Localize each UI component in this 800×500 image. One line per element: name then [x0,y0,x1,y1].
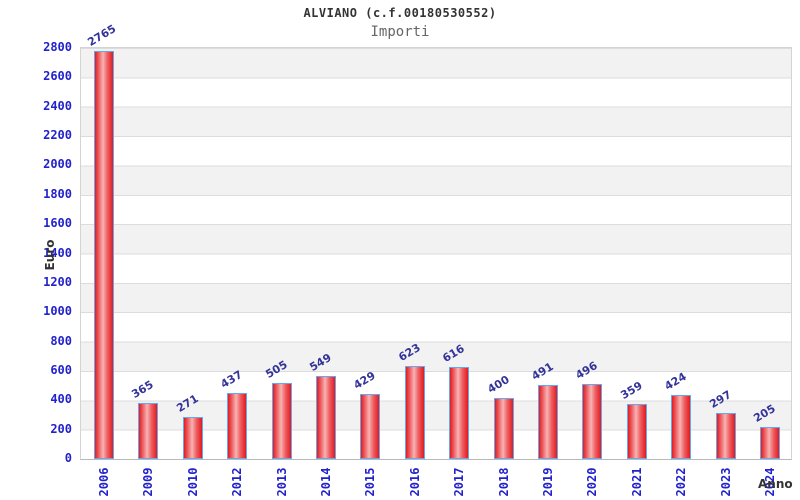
bar-value-label: 429 [351,369,378,392]
bar-2024 [760,427,780,459]
bar-2021 [627,404,647,459]
y-tick-label: 200 [50,421,72,436]
y-tick-label: 800 [50,333,72,348]
bar-value-label: 424 [662,370,689,393]
bar-2015 [360,394,380,459]
y-tick-label: 2400 [43,98,72,113]
x-tick-label: 2017 [452,467,466,497]
bar-2010 [183,417,203,459]
y-tick-label: 1400 [43,245,72,260]
bar-2016 [405,366,425,459]
bar-value-label: 271 [174,392,201,415]
y-tick-label: 2600 [43,69,72,84]
bar-2023 [716,413,736,459]
x-tick-label: 2006 [97,467,111,497]
bar-value-label: 616 [440,342,467,365]
bar-2014 [316,376,336,459]
y-tick-label: 1800 [43,186,72,201]
bar-value-label: 205 [751,402,778,425]
x-tick-label: 2022 [674,467,688,497]
y-tick-label: 2200 [43,128,72,143]
plot-area: 2765 2006 365 2009 271 2010 437 2012 505 2013 549 2… [80,22,792,496]
bar-value-label: 359 [618,379,645,402]
chart-title: ALVIANO (c.f.00180530552) [303,6,497,20]
x-tick-label: 2019 [541,467,555,497]
x-tick-label: 2010 [186,467,200,497]
bar-value-label: 491 [529,360,556,383]
bar-2017 [449,367,469,459]
x-tick-label: 2015 [363,467,377,497]
bar-value-label: 496 [573,359,600,382]
y-tick-label: 1600 [43,216,72,231]
bar-2018 [494,398,514,459]
x-tick-label: 2018 [497,467,511,497]
x-axis-title: Anno [758,477,793,491]
x-tick-label: 2021 [630,467,644,497]
y-tick-label: 600 [50,362,72,377]
x-tick-label: 2012 [230,467,244,497]
x-tick-label: 2009 [141,467,155,497]
bar-value-label: 437 [218,368,245,391]
x-tick-label: 2013 [275,467,289,497]
bar-value-label: 365 [129,378,156,401]
bar-2006 [94,51,114,459]
x-tick-label: 2014 [319,467,333,497]
bar-2012 [227,393,247,459]
bar-2022 [671,395,691,459]
bar-value-label: 297 [707,388,734,411]
bar-2009 [138,403,158,459]
bar-2013 [272,383,292,459]
y-tick-label: 0 [64,451,72,465]
bar-value-label: 400 [485,373,512,396]
bar-2020 [582,384,602,459]
y-tick-label: 1200 [43,274,72,289]
bar-value-label: 549 [307,351,334,374]
x-tick-label: 2016 [408,467,422,497]
x-tick-label: 2020 [585,467,599,497]
chart-subtitle: Importi [370,24,430,40]
y-axis-title: Euro [43,239,57,271]
bar-value-label: 623 [396,341,423,364]
bar-value-label: 505 [263,358,290,381]
y-tick-label: 2800 [43,40,72,54]
y-tick-label: 2000 [43,157,72,172]
x-tick-label: 2023 [719,467,733,497]
y-tick-label: 400 [50,392,72,407]
bar-2019 [538,385,558,459]
y-tick-label: 1000 [43,304,72,319]
